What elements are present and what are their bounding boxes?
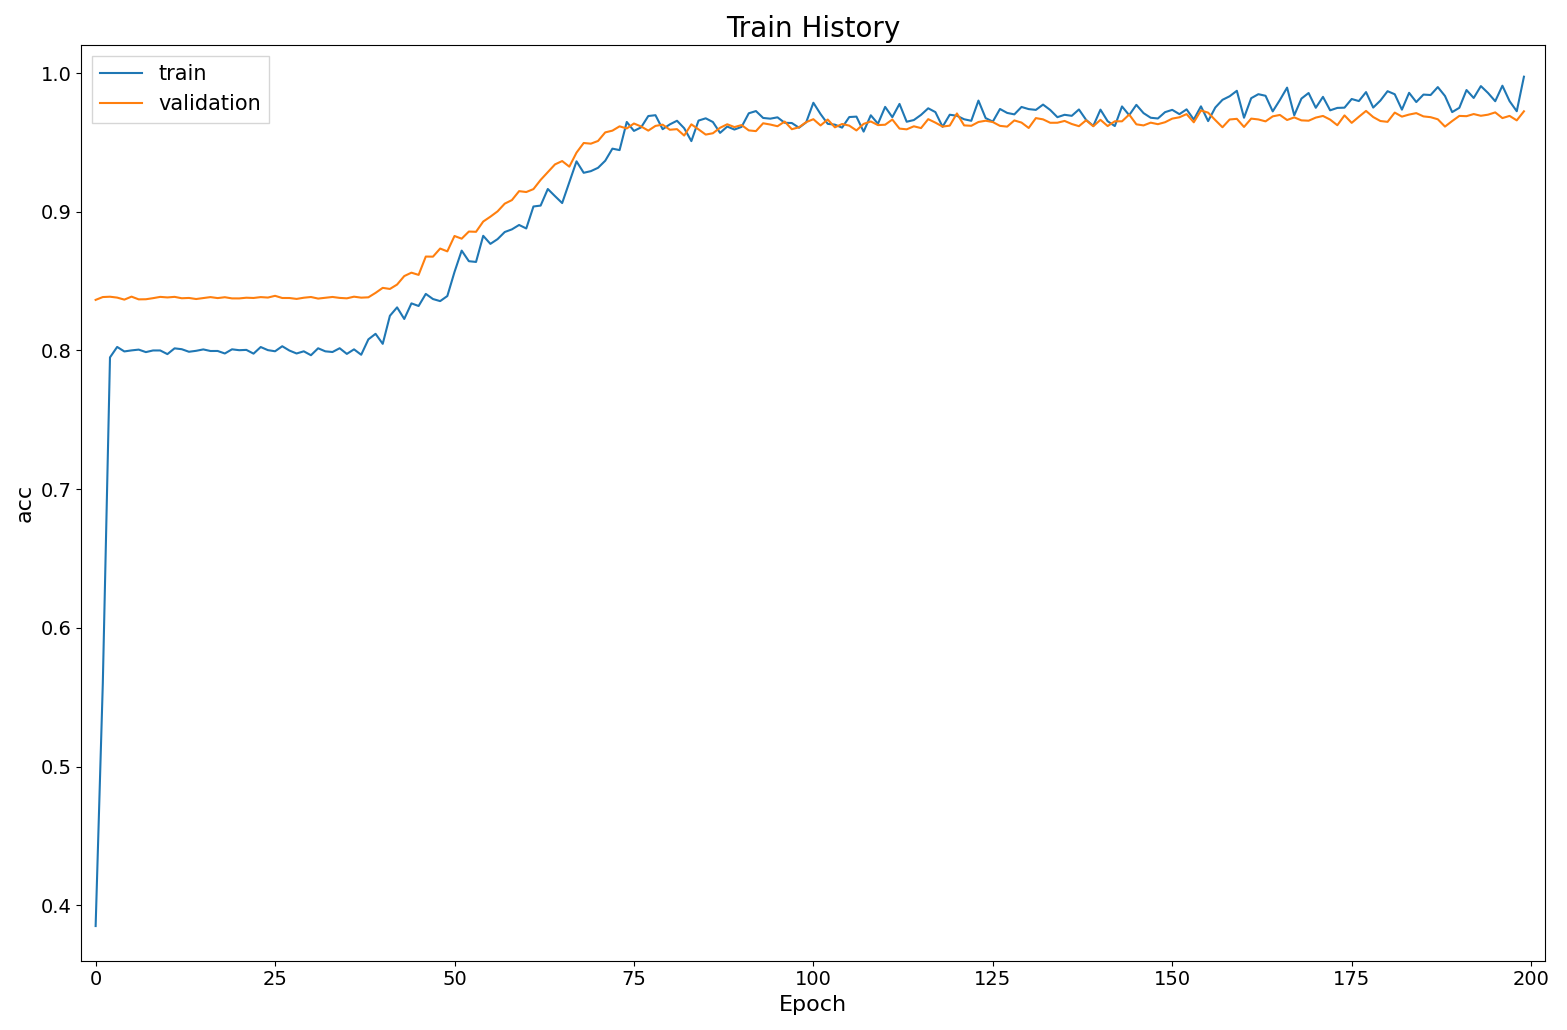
validation	[144, 291, 163, 304]
validation	[1515, 105, 1534, 117]
train	[144, 344, 163, 356]
X-axis label: Epoch: Epoch	[779, 995, 848, 1015]
train	[1515, 70, 1534, 82]
train	[172, 343, 191, 355]
validation	[1191, 104, 1210, 116]
validation	[86, 294, 105, 306]
Line: validation: validation	[96, 110, 1525, 300]
Line: train: train	[96, 76, 1525, 926]
validation	[1449, 110, 1468, 123]
Legend: train, validation: train, validation	[92, 56, 270, 123]
train	[1393, 103, 1412, 115]
train	[1443, 106, 1462, 118]
validation	[1399, 108, 1418, 121]
train	[353, 348, 371, 360]
Title: Train History: Train History	[726, 15, 901, 43]
validation	[172, 293, 191, 305]
validation	[353, 291, 371, 304]
train	[467, 255, 486, 268]
Y-axis label: acc: acc	[16, 484, 34, 522]
train	[86, 920, 105, 932]
validation	[467, 226, 486, 238]
